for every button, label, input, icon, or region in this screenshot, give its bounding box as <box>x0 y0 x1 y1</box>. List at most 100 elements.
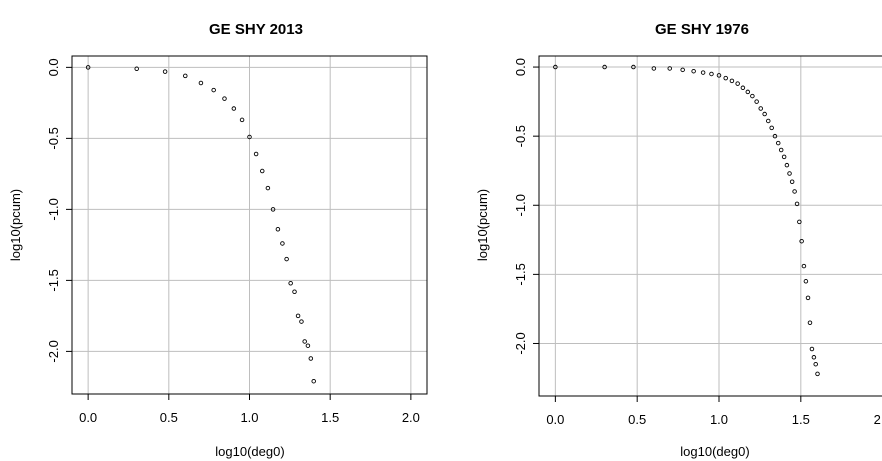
data-point <box>794 201 800 207</box>
data-point <box>222 96 227 101</box>
x-axis-label: log10(deg0) <box>680 444 749 459</box>
y-tick-label: 0.0 <box>46 58 61 76</box>
data-point <box>815 371 820 377</box>
data-point <box>134 66 139 72</box>
data-point <box>811 355 817 360</box>
data-point <box>275 227 281 232</box>
x-axis-label: log10(deg0) <box>215 444 284 459</box>
data-point <box>797 219 802 225</box>
data-point <box>766 118 771 124</box>
data-point <box>553 64 558 70</box>
y-axis-label: log10(pcum) <box>8 189 23 261</box>
chart-title: GE SHY 1976 <box>655 21 749 38</box>
data-point <box>805 295 811 301</box>
chart-panel-ge-shy-2013: GE SHY 2013 0.0 0.5 1.0 1.5 2.0 0.0 -0.5 -1.0 -… <box>8 21 428 459</box>
data-point <box>247 134 252 140</box>
data-point <box>803 279 809 284</box>
x-tick-label: 1.0 <box>240 410 258 425</box>
data-point <box>299 319 304 324</box>
data-point <box>280 241 285 246</box>
plot-frame <box>538 55 882 397</box>
data-point <box>631 64 636 70</box>
data-point <box>789 179 795 185</box>
chart-title: GE SHY 2013 <box>209 21 303 38</box>
data-point <box>772 133 778 139</box>
data-point <box>680 67 685 73</box>
x-tick-label: 1.5 <box>321 410 339 425</box>
x-tick-label: 1.5 <box>792 412 810 427</box>
y-tick-label: -0.5 <box>513 125 528 147</box>
data-point <box>311 378 316 384</box>
data-point <box>292 289 297 294</box>
data-point <box>813 361 818 367</box>
chart-panel-ge-shy-1976: GE SHY 1976 0.0 0.5 1.0 1.5 2.0 0.0 -0.5 -1.0 -… <box>475 21 882 459</box>
data-point <box>239 117 245 123</box>
data-point <box>284 256 289 262</box>
x-tick-label: 0.0 <box>79 410 97 425</box>
data-point <box>211 87 216 93</box>
data-point <box>769 125 774 131</box>
data-point <box>162 69 168 74</box>
y-tick-label: -0.5 <box>46 127 61 149</box>
data-point <box>305 343 311 348</box>
data-point <box>729 78 735 84</box>
data-point <box>716 73 722 78</box>
data-point <box>183 73 188 79</box>
data-point <box>787 171 792 176</box>
data-point <box>667 66 672 71</box>
data-points <box>85 65 316 384</box>
x-tick-label: 2.0 <box>874 412 882 427</box>
y-tick-label: -1.0 <box>513 194 528 216</box>
x-axis-ticks: 0.0 0.5 1.0 1.5 2.0 <box>546 396 882 427</box>
data-point <box>762 111 767 117</box>
x-tick-label: 0.5 <box>628 412 646 427</box>
y-axis-ticks: 0.0 -0.5 -1.0 -1.5 -2.0 <box>513 58 539 355</box>
data-point <box>85 65 91 70</box>
data-point <box>745 89 751 95</box>
data-point <box>302 339 307 344</box>
gridlines <box>539 56 882 396</box>
data-point <box>740 85 746 91</box>
data-point <box>801 263 807 269</box>
data-point <box>270 207 276 212</box>
data-point <box>781 154 787 160</box>
x-axis-ticks: 0.0 0.5 1.0 1.5 2.0 <box>79 394 420 425</box>
data-point <box>750 93 755 99</box>
x-tick-label: 1.0 <box>710 412 728 427</box>
data-point <box>295 313 301 319</box>
gridlines <box>72 56 427 394</box>
data-point <box>792 189 797 194</box>
data-point <box>775 140 781 146</box>
data-point <box>709 71 714 77</box>
data-point <box>259 168 265 174</box>
y-tick-label: 0.0 <box>513 58 528 76</box>
data-point <box>735 81 740 86</box>
data-points <box>553 64 820 377</box>
y-tick-label: -1.0 <box>46 198 61 220</box>
y-tick-label: -1.5 <box>46 269 61 291</box>
data-point <box>754 99 759 104</box>
data-point <box>265 185 271 191</box>
y-tick-label: -2.0 <box>513 332 528 354</box>
data-point <box>778 147 784 153</box>
data-point <box>253 151 259 157</box>
data-point <box>723 75 728 81</box>
y-tick-label: -2.0 <box>46 340 61 362</box>
data-point <box>691 68 696 74</box>
data-point <box>288 280 293 286</box>
data-point <box>198 80 204 86</box>
data-point <box>700 70 706 75</box>
x-tick-label: 0.0 <box>546 412 564 427</box>
y-axis-label: log10(pcum) <box>475 189 490 261</box>
x-tick-label: 0.5 <box>160 410 178 425</box>
y-tick-label: -1.5 <box>513 263 528 285</box>
x-tick-label: 2.0 <box>402 410 420 425</box>
y-axis-ticks: 0.0 -0.5 -1.0 -1.5 -2.0 <box>46 58 72 363</box>
data-point <box>758 106 763 111</box>
data-point <box>784 162 790 168</box>
data-point <box>809 346 815 352</box>
data-point <box>651 66 657 71</box>
data-point <box>231 106 237 111</box>
data-point <box>799 238 804 244</box>
